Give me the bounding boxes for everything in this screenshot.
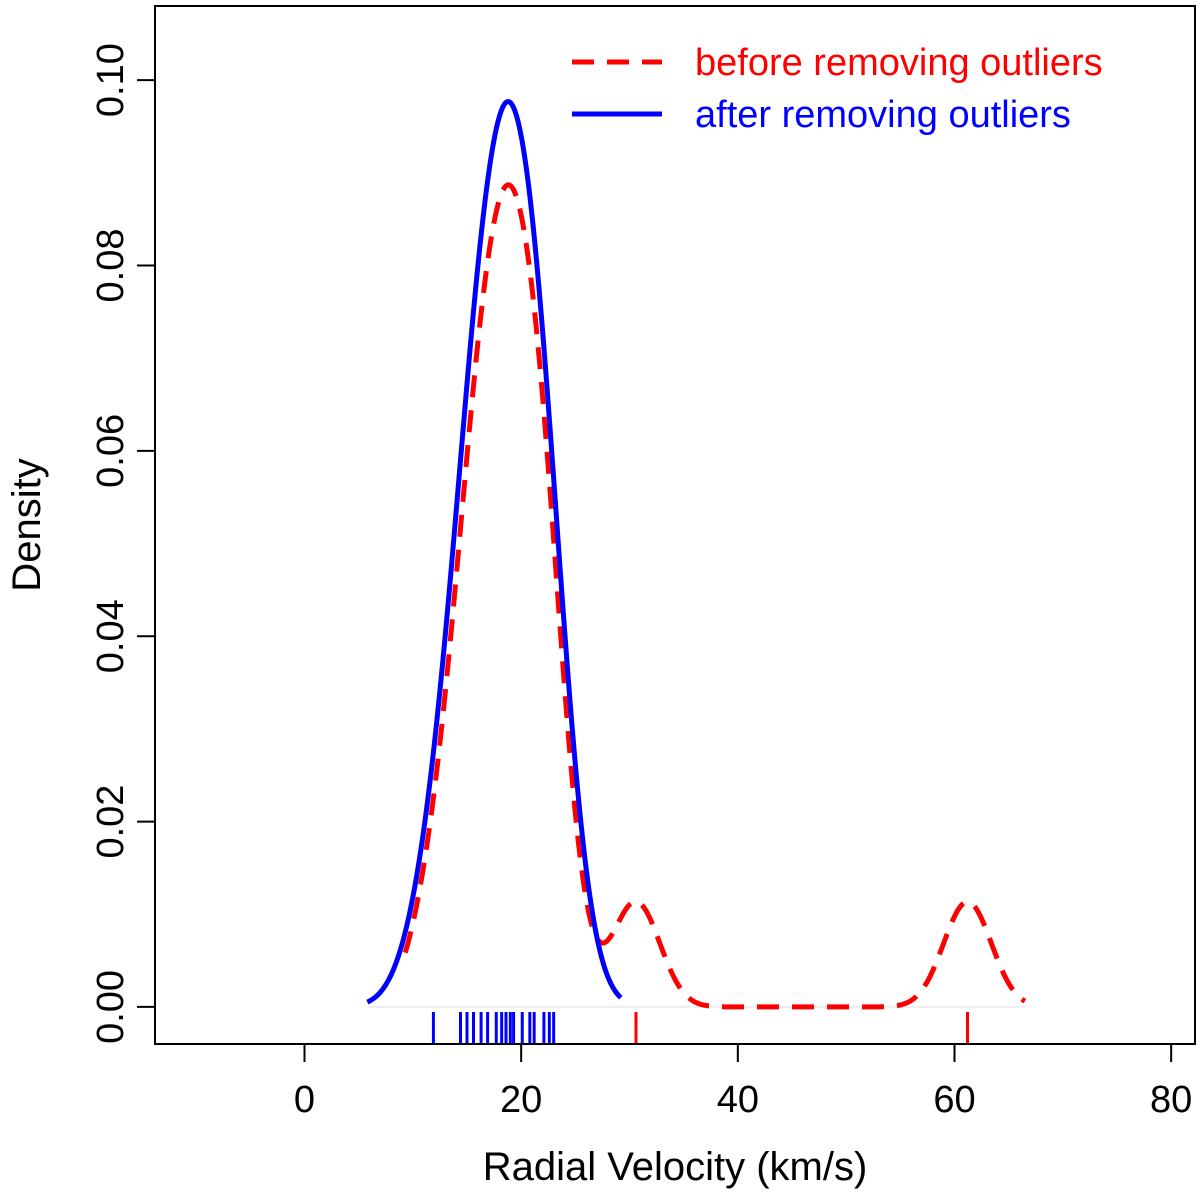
y-axis-label: Density	[5, 458, 49, 591]
series-layer	[365, 99, 1027, 1010]
x-tick-label: 40	[717, 1079, 759, 1121]
legend: before removing outliers after removing …	[572, 42, 1103, 136]
legend-label-after: after removing outliers	[695, 94, 1071, 136]
legend-label-before: before removing outliers	[695, 42, 1103, 84]
y-axis: 0.00 0.02 0.04 0.06 0.08 0.10	[90, 43, 156, 1044]
y-tick-label: 0.06	[90, 414, 132, 488]
series-line-before	[402, 182, 1027, 1010]
x-axis-label: Radial Velocity (km/s)	[483, 1145, 868, 1189]
x-tick-label: 80	[1150, 1079, 1192, 1121]
x-axis: 0 20 40 60 80	[294, 1043, 1192, 1121]
y-tick-label: 0.10	[90, 43, 132, 117]
y-tick-label: 0.02	[90, 785, 132, 859]
y-tick-label: 0.04	[90, 599, 132, 673]
x-tick-label: 20	[500, 1079, 542, 1121]
y-tick-label: 0.00	[90, 970, 132, 1044]
y-tick-label: 0.08	[90, 229, 132, 303]
plot-frame	[154, 5, 1196, 1045]
x-tick-label: 0	[294, 1079, 315, 1121]
x-tick-label: 60	[933, 1079, 975, 1121]
series-line-after	[365, 99, 623, 1005]
rug-layer	[431, 1012, 969, 1043]
